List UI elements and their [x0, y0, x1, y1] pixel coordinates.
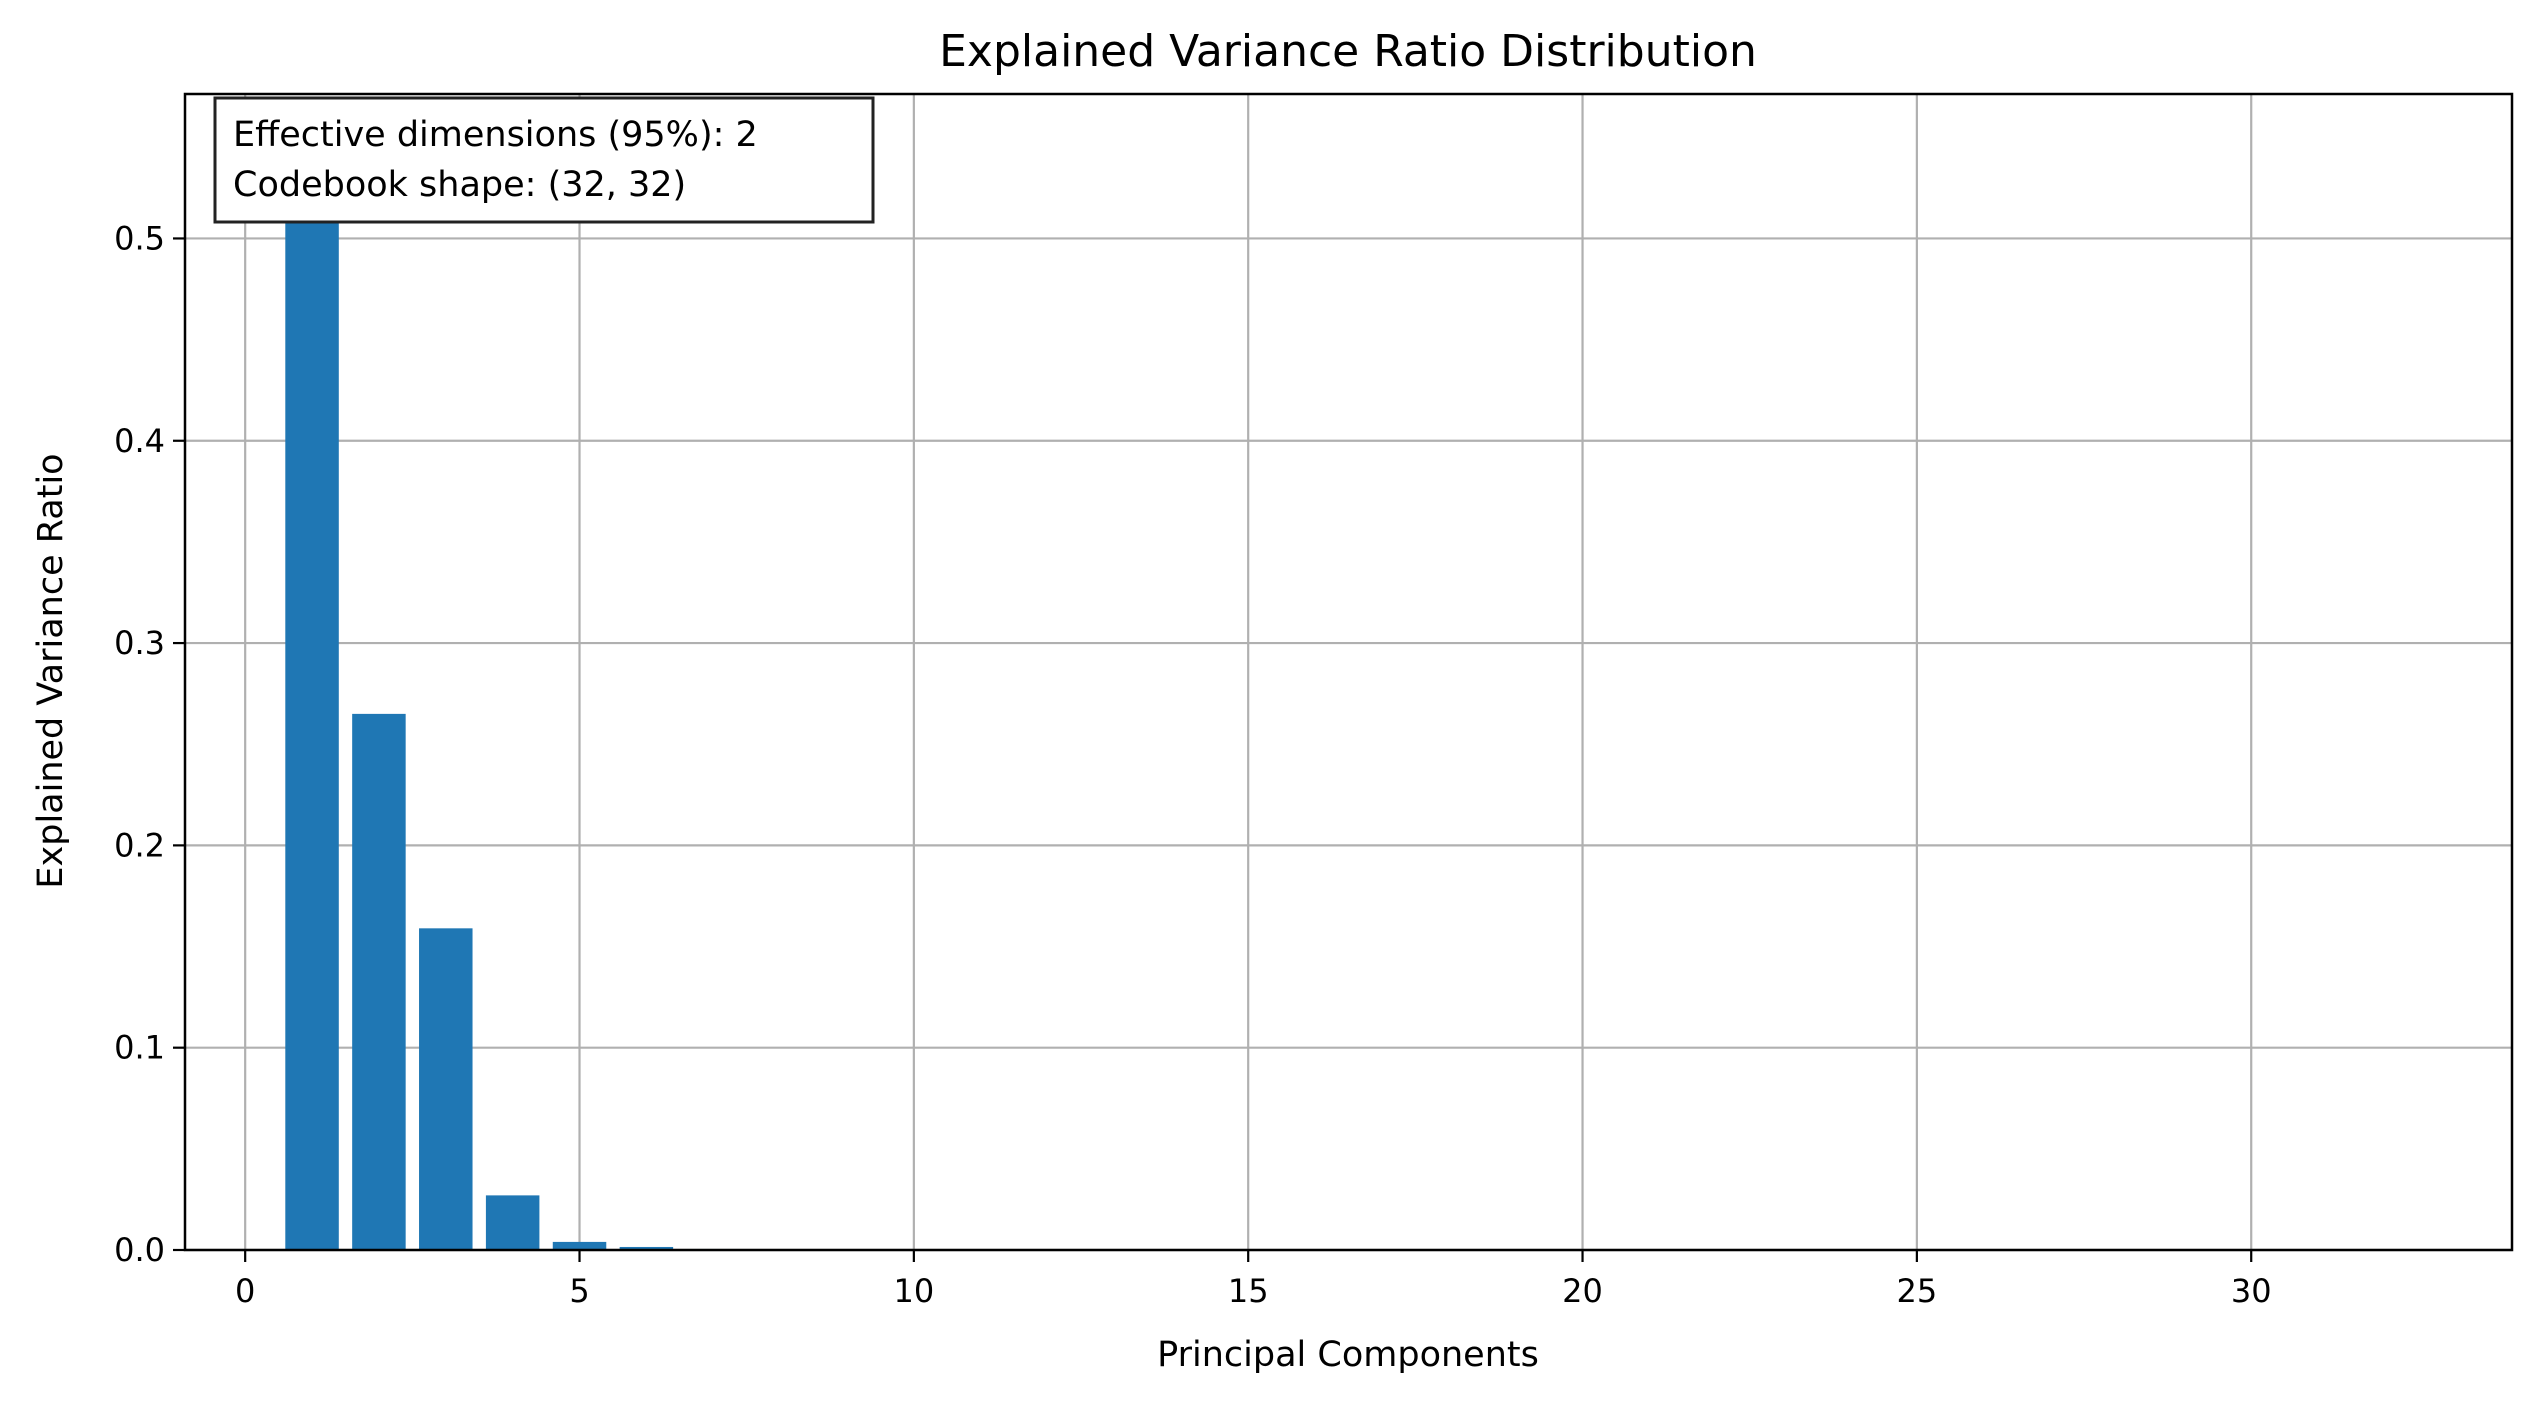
x-tick-label: 25: [1897, 1272, 1938, 1310]
x-tick-label: 10: [893, 1272, 934, 1310]
x-tick-label: 0: [235, 1272, 255, 1310]
bar: [352, 713, 406, 1250]
annotation-line-1: Effective dimensions (95%): 2: [233, 115, 758, 155]
y-tick-label: 0.2: [114, 826, 165, 864]
x-tick-label: 30: [2231, 1272, 2272, 1310]
chart-title: Explained Variance Ratio Distribution: [939, 26, 1757, 77]
annotation-frame: [213, 96, 875, 224]
x-tick-label: 20: [1562, 1272, 1603, 1310]
bar: [619, 1246, 674, 1250]
ticks: 0 5 10 15 20 25 30 0.0 0.1 0.2 0.3 0.4 0.5: [114, 219, 2271, 1310]
annotation-line-2: Codebook shape: (32, 32): [233, 165, 686, 205]
x-axis-title: Principal Components: [1157, 1335, 1539, 1375]
bar: [552, 1241, 607, 1250]
y-tick-label: 0.4: [114, 422, 165, 460]
bar: [419, 928, 473, 1250]
y-tick-label: 0.0: [114, 1231, 165, 1269]
bar: [485, 1195, 540, 1250]
plot-frame: [183, 92, 2514, 1252]
bars: [285, 149, 874, 1250]
y-axis-title: Explained Variance Ratio: [31, 453, 71, 888]
x-tick-label: 5: [569, 1272, 589, 1310]
y-tick-label: 0.1: [114, 1029, 165, 1067]
bar: [285, 149, 339, 1250]
annotation-box: Effective dimensions (95%): 2 Codebook s…: [213, 96, 875, 224]
y-tick-label: 0.3: [114, 624, 165, 662]
x-tick-label: 15: [1228, 1272, 1269, 1310]
y-tick-label: 0.5: [114, 219, 165, 257]
